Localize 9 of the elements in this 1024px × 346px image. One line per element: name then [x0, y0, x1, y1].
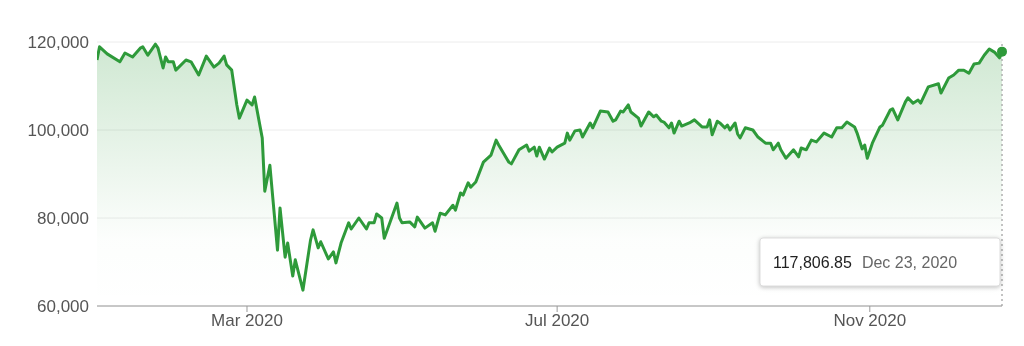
y-tick-label: 60,000: [37, 297, 89, 317]
x-tick-label: Mar 2020: [211, 311, 283, 331]
x-tick-label: Nov 2020: [833, 311, 907, 331]
y-tick-label: 120,000: [27, 33, 89, 53]
annotation: Dec 23, 2020: [861, 254, 958, 271]
y-tick-label: 100,000: [27, 121, 89, 141]
annotation: 117,806.85: [773, 254, 852, 271]
x-tick-label: Jul 2020: [524, 311, 590, 331]
y-tick-label: 80,000: [37, 209, 89, 229]
